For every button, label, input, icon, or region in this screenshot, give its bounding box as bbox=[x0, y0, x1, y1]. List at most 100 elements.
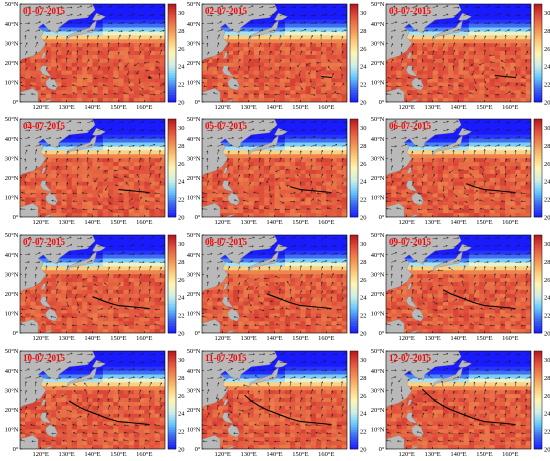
typhoon-track bbox=[421, 388, 516, 426]
colorbar: 20 22 24 26 28 30 bbox=[533, 118, 550, 221]
colorbar-tick-label: 26 bbox=[178, 161, 185, 168]
lon-tick-label: 150°E bbox=[292, 451, 308, 458]
colorbar-tick-label: 22 bbox=[544, 196, 550, 203]
colorbar-tick-label: 26 bbox=[544, 46, 550, 53]
lon-tick-label: 130°E bbox=[58, 451, 74, 458]
lat-tick-label: 10°N bbox=[371, 427, 385, 434]
colorbar: 20 22 24 26 28 30 bbox=[349, 234, 367, 337]
map-panel: 01-07-2015 120°E 130°E 140°E 150°E 160°E 0° 10°… bbox=[5, 1, 186, 111]
colorbar-tick-label: 26 bbox=[178, 277, 185, 284]
colorbar-tick-label: 26 bbox=[178, 46, 185, 53]
colorbar-tick-label: 30 bbox=[178, 10, 185, 17]
panel-date-label: 09-07-2015 bbox=[389, 237, 431, 247]
lon-tick-label: 140°E bbox=[450, 335, 466, 342]
panel-date-label: 02-07-2015 bbox=[205, 6, 247, 16]
wind-vectors bbox=[20, 236, 165, 327]
lat-tick-label: 30°N bbox=[371, 271, 385, 278]
lon-tick-label: 140°E bbox=[450, 219, 466, 226]
wind-vectors bbox=[202, 120, 347, 211]
colorbar-tick-label: 28 bbox=[360, 143, 367, 150]
lon-tick-label: 120°E bbox=[215, 104, 231, 111]
wind-vectors bbox=[386, 352, 531, 443]
colorbar-tick-label: 28 bbox=[360, 259, 367, 266]
lat-tick-label: 40°N bbox=[187, 368, 201, 375]
lat-tick-label: 30°N bbox=[371, 40, 385, 47]
land-mass bbox=[386, 351, 472, 449]
lon-tick-label: 160°E bbox=[136, 335, 152, 342]
lat-tick-label: 20°N bbox=[371, 60, 385, 67]
lon-tick-label: 150°E bbox=[110, 219, 126, 226]
typhoon-track bbox=[466, 183, 516, 194]
colorbar-tick-label: 24 bbox=[360, 411, 367, 418]
wind-vectors bbox=[20, 120, 165, 212]
colorbar-tick-label: 24 bbox=[178, 295, 185, 302]
lat-tick-label: 30°N bbox=[5, 155, 19, 162]
typhoon-position bbox=[148, 76, 151, 79]
lat-tick-label: 0° bbox=[195, 214, 201, 221]
colorbar-tick-label: 20 bbox=[360, 214, 367, 221]
colorbar-tick-label: 28 bbox=[360, 28, 367, 35]
lon-tick-label: 140°E bbox=[266, 451, 282, 458]
lat-tick-label: 0° bbox=[13, 99, 19, 106]
colorbar-tick-label: 26 bbox=[178, 393, 185, 400]
lon-tick-label: 140°E bbox=[266, 335, 282, 342]
lon-tick-label: 130°E bbox=[58, 219, 74, 226]
lon-tick-label: 140°E bbox=[266, 104, 282, 111]
lon-tick-label: 150°E bbox=[476, 335, 492, 342]
colorbar-tick-label: 22 bbox=[544, 428, 550, 435]
lat-tick-label: 20°N bbox=[187, 60, 201, 67]
lat-tick-label: 30°N bbox=[187, 40, 201, 47]
lon-tick-label: 130°E bbox=[240, 219, 256, 226]
panel-date-label: 06-07-2015 bbox=[389, 121, 431, 131]
colorbar-tick-label: 20 bbox=[544, 446, 550, 453]
map-panel: 11-07-2015 120°E 130°E 140°E 150°E 160°E 0° 10°… bbox=[187, 348, 368, 458]
colorbar-tick-label: 24 bbox=[360, 295, 367, 302]
colorbar-tick-label: 30 bbox=[178, 125, 185, 132]
panel-date-label: 03-07-2015 bbox=[389, 6, 431, 16]
colorbar-tick-label: 26 bbox=[360, 393, 367, 400]
lon-tick-label: 130°E bbox=[240, 335, 256, 342]
panel-date-label: 01-07-2015 bbox=[23, 6, 65, 16]
colorbar-tick-label: 22 bbox=[178, 428, 185, 435]
map-panel: 04-07-2015 120°E 130°E 140°E 150°E 160°E 0° 10°… bbox=[5, 116, 186, 226]
lat-tick-label: 10°N bbox=[187, 80, 201, 87]
colorbar-tick-label: 30 bbox=[360, 125, 367, 132]
colorbar-tick-label: 24 bbox=[360, 64, 367, 71]
panel-date-label: 07-07-2015 bbox=[23, 237, 65, 247]
lat-tick-label: 0° bbox=[379, 214, 385, 221]
lat-tick-label: 50°N bbox=[371, 1, 385, 8]
lon-tick-label: 120°E bbox=[399, 335, 415, 342]
lon-tick-label: 140°E bbox=[84, 219, 100, 226]
lon-tick-label: 160°E bbox=[318, 451, 334, 458]
colorbar-tick-label: 28 bbox=[360, 375, 367, 382]
lat-tick-label: 10°N bbox=[371, 195, 385, 202]
sst-field bbox=[202, 119, 347, 217]
lon-tick-label: 160°E bbox=[502, 451, 518, 458]
lat-tick-label: 20°N bbox=[187, 407, 201, 414]
lat-tick-label: 50°N bbox=[371, 232, 385, 239]
lon-tick-label: 150°E bbox=[476, 219, 492, 226]
lon-tick-label: 120°E bbox=[399, 451, 415, 458]
colorbar-tick-label: 30 bbox=[360, 357, 367, 364]
lon-tick-label: 140°E bbox=[450, 451, 466, 458]
lat-tick-label: 0° bbox=[13, 446, 19, 453]
colorbar-tick-label: 22 bbox=[178, 81, 185, 88]
typhoon-track bbox=[92, 296, 150, 310]
lon-tick-label: 130°E bbox=[240, 451, 256, 458]
typhoon-track bbox=[118, 189, 150, 194]
map-panel: 05-07-2015 120°E 130°E 140°E 150°E 160°E 0° 10°… bbox=[187, 116, 368, 226]
lon-tick-label: 120°E bbox=[33, 335, 49, 342]
land-mass bbox=[202, 4, 288, 102]
colorbar-tick-label: 28 bbox=[178, 259, 185, 266]
lat-tick-label: 40°N bbox=[5, 368, 19, 375]
land-mass bbox=[386, 4, 472, 102]
lon-tick-label: 120°E bbox=[215, 219, 231, 226]
lat-tick-label: 20°N bbox=[371, 291, 385, 298]
lon-tick-label: 150°E bbox=[110, 104, 126, 111]
lat-tick-label: 10°N bbox=[5, 195, 19, 202]
colorbar-tick-label: 30 bbox=[178, 357, 185, 364]
colorbar-tick-label: 20 bbox=[544, 214, 550, 221]
colorbar: 20 22 24 26 28 30 bbox=[533, 234, 550, 337]
wind-vectors bbox=[20, 5, 165, 96]
